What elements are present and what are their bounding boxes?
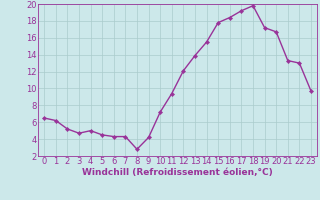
X-axis label: Windchill (Refroidissement éolien,°C): Windchill (Refroidissement éolien,°C) [82,168,273,177]
